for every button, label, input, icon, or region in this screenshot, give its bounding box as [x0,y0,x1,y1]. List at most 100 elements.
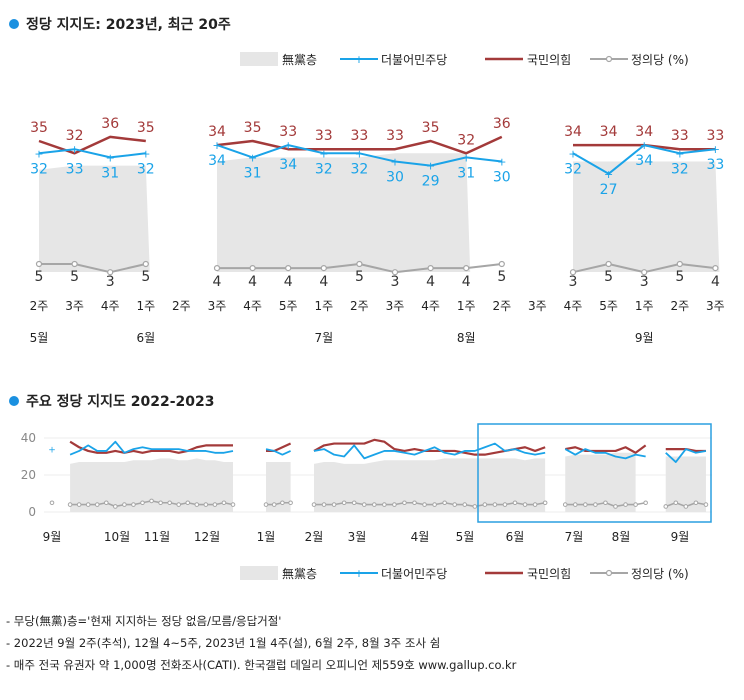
marker-justice-8 [320,265,327,272]
seg2-marker-justice-19 [502,502,508,507]
legend-marker-justice-icon [605,55,613,63]
seg1-area-unaffiliated-0 [266,462,291,512]
chart2-month-10: 7월 [565,530,584,544]
marker-democratic-7: + [284,139,293,152]
marker-democratic-8: + [319,147,328,160]
legend2-marker-democratic-icon: + [354,567,363,580]
label-ppp-1: 32 [66,128,84,144]
chart2-title: 주요 정당 지지도 2022-2023 [26,393,215,410]
chart2-month-5: 2월 [305,530,324,544]
chart1-legend: 無黨층 + 더불어민주당 국민의힘 정의당 (%) [240,52,689,67]
label-justice-9: 5 [355,269,364,285]
label-democratic-0: 32 [30,161,48,177]
label-democratic-2: 31 [101,165,119,181]
seg2-marker-justice-1 [321,502,327,507]
label-justice-1: 5 [70,269,79,285]
legend2-label-ppp: 국민의힘 [527,567,571,581]
label-democratic-19: 33 [706,157,724,173]
marker-justice-9 [356,260,363,268]
label-ppp-15: 34 [564,124,582,140]
seg2-marker-justice-2 [331,502,337,507]
chart2-month-0: 9월 [43,530,62,544]
label-ppp-6: 35 [244,120,262,136]
seg2-marker-justice-20 [512,500,518,506]
seg2-marker-justice-6 [372,502,377,507]
label-democratic-9: 32 [350,161,368,177]
seg1-line-ppp-0 [266,442,292,453]
marker-justice-17 [641,269,648,276]
ytick-0: 40 [21,431,36,445]
seg2-area-unaffiliated-2 [665,456,706,512]
seg0-marker-justice-20 [230,502,236,507]
label-justice-11: 4 [426,274,435,290]
marker-democratic-18: + [675,147,684,160]
bullet-dot-icon [9,19,19,29]
marker-democratic-17: + [640,139,649,152]
seg0-marker-justice-16 [194,502,200,507]
marker-democratic-3: + [141,147,150,160]
xtick-2: 4주 [101,299,120,313]
legend2-label-democratic: 더불어민주당 [381,567,447,581]
ytick-1: 20 [21,468,36,482]
chart2-month-11: 8월 [612,530,631,544]
seg0-marker-justice-17 [203,502,209,507]
footnote-2: - 2022년 9월 2주(추석), 12월 4~5주, 2023년 1월 4주… [6,636,441,650]
month-label-0: 5월 [30,331,49,345]
line-ppp-0 [38,135,146,155]
chart2-month-12: 9월 [671,530,690,544]
seg0-marker-justice-2 [67,502,73,507]
seg2-marker-justice-29 [603,500,608,506]
seg2-line-democratic-2 [665,448,707,463]
seg0-area-unaffiliated-0 [70,458,233,512]
xtick-16: 5주 [599,299,618,313]
marker-justice-11 [427,265,434,272]
label-ppp-0: 35 [30,120,48,136]
marker-democratic-2: + [106,151,115,164]
chart2-month-6: 3월 [348,530,367,544]
label-democratic-13: 30 [493,170,511,186]
marker-democratic-1: + [70,143,79,156]
month-label-4: 9월 [635,331,654,345]
label-democratic-10: 30 [386,170,404,186]
seg2-marker-justice-23 [542,500,548,506]
label-justice-0: 5 [35,269,44,285]
seg1-marker-justice-3 [288,500,293,506]
seg0-marker-justice-8 [122,502,127,507]
marker-justice-10 [391,269,399,276]
seg2-line-democratic-0 [313,442,546,460]
label-justice-13: 5 [497,269,506,285]
marker-justice-7 [285,265,292,272]
seg2-marker-justice-15 [462,502,468,507]
line-justice-0 [39,263,147,274]
seg2-marker-justice-18 [492,502,498,507]
label-democratic-1: 33 [66,161,84,177]
label-democratic-7: 34 [279,157,297,173]
seg0-marker-justice-14 [176,502,181,507]
label-ppp-3: 35 [137,120,155,136]
xtick-6: 4주 [243,299,262,313]
marker-democratic-15: + [568,147,577,160]
label-justice-16: 5 [604,269,613,285]
xtick-5: 3주 [208,299,227,313]
legend-label-democratic: 더불어민주당 [381,53,447,67]
label-justice-3: 5 [141,269,150,285]
seg1-line-justice-0 [266,501,291,506]
line-democratic-0 [38,148,146,159]
seg2-marker-justice-31 [623,502,628,507]
seg2-marker-justice-3 [341,500,347,506]
seg0-marker-justice-7 [113,504,118,509]
seg0-marker-justice-4 [85,502,91,507]
footnote-1: - 무당(無黨)층='현재 지지하는 정당 없음/모름/응답거절' [6,614,282,628]
label-ppp-8: 33 [315,128,333,144]
xtick-1: 3주 [65,299,84,313]
bullet-dot-icon-2 [9,396,19,406]
seg0-marker-justice-3 [76,502,82,507]
seg0-marker-justice-18 [212,502,218,507]
label-democratic-17: 34 [635,153,653,169]
chart2-legend: 無黨층 + 더불어민주당 국민의힘 정의당 (%) [240,566,689,581]
label-democratic-15: 32 [564,161,582,177]
seg2-marker-justice-33 [643,500,648,506]
seg1-marker-justice-1 [271,502,277,507]
label-ppp-16: 34 [600,124,618,140]
